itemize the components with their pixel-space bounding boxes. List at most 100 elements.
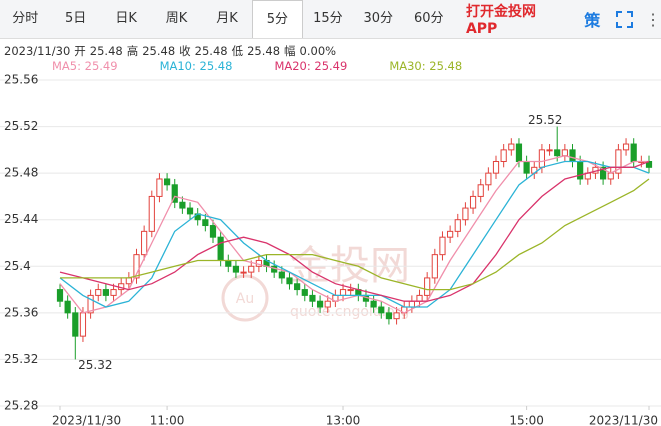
candle-body	[133, 254, 140, 279]
x-tick-label: 2023/11/30	[52, 414, 121, 426]
candle-body	[125, 277, 132, 285]
x-tick-label: 11:00	[150, 414, 185, 426]
candle-body	[622, 143, 630, 151]
info-date: 2023/11/30	[4, 44, 71, 58]
watermark-logo-ring	[221, 274, 269, 322]
watermark-logo: Au	[236, 291, 254, 307]
info-value: 25.48	[194, 44, 228, 58]
x-tick-label: 2023/11/30	[589, 414, 658, 426]
candle-body	[424, 277, 431, 296]
candle-body	[56, 289, 64, 302]
annotation: 25.52	[528, 113, 562, 127]
info-value: 25.48	[89, 44, 123, 58]
candle-body	[217, 236, 224, 261]
ma-line	[59, 155, 649, 314]
candle-body	[600, 166, 607, 180]
y-tick-label: 25.52	[4, 119, 38, 133]
candle-body	[515, 143, 523, 163]
legend-entry: MA30: 25.48	[389, 59, 463, 73]
expand-icon[interactable]	[616, 10, 634, 28]
candle-body	[630, 143, 637, 163]
x-tick-label: 13:00	[326, 414, 361, 426]
candle-body	[492, 161, 500, 174]
candle-body	[500, 149, 507, 163]
candle-body	[523, 161, 530, 174]
info-row: 2023/11/30 开 25.48 高 25.48 收 25.48 低 25.48 幅 0.00%	[4, 43, 340, 59]
y-tick-label: 25.48	[4, 166, 38, 180]
candle-body	[148, 195, 155, 232]
candle-body	[202, 219, 209, 227]
candle-body	[508, 143, 515, 151]
info-label: 收	[179, 44, 191, 58]
candle-body	[141, 230, 148, 256]
candle-body	[546, 149, 553, 152]
candle-body	[248, 265, 255, 273]
candle-body	[240, 271, 247, 274]
candle-body	[538, 149, 546, 168]
candle-body	[577, 161, 584, 180]
ma-line	[60, 178, 650, 291]
candle-body	[225, 259, 232, 267]
strategy-icon[interactable]: 策	[584, 11, 601, 30]
candle-body	[179, 201, 186, 209]
candle-body	[561, 149, 568, 157]
candle-body	[79, 312, 87, 337]
info-label: 低	[231, 44, 244, 58]
tab[interactable]: 15分	[313, 11, 343, 26]
candle-body	[309, 294, 316, 302]
candle-body	[110, 289, 117, 296]
candle-body	[95, 289, 102, 296]
candle-body	[385, 312, 393, 320]
candle-body	[294, 283, 301, 291]
candle-body	[278, 271, 285, 279]
candle-body	[316, 300, 324, 308]
tab[interactable]: 月K	[216, 11, 238, 26]
candle-body	[324, 300, 331, 308]
x-tick-label: 15:00	[509, 414, 544, 426]
info-value: 0.00%	[299, 44, 337, 58]
tab[interactable]: 5日	[65, 11, 87, 26]
legend-entry: MA5: 25.49	[52, 59, 118, 73]
tab[interactable]: 分时	[12, 11, 39, 26]
tab[interactable]: 60分	[413, 11, 444, 26]
legend-entry: MA10: 25.48	[159, 59, 233, 73]
candle-body	[72, 312, 79, 337]
candle-body	[485, 172, 492, 186]
candle-body	[370, 300, 377, 308]
candle-body	[171, 184, 178, 203]
candle-body	[439, 236, 446, 256]
candle-body	[554, 149, 561, 157]
tab[interactable]: 30分	[363, 11, 394, 26]
ma-line	[59, 160, 650, 308]
candle-body	[408, 300, 415, 308]
info-label: 高	[126, 44, 139, 58]
candle-body	[462, 207, 469, 221]
tab[interactable]: 周K	[165, 11, 188, 26]
candle-body	[163, 178, 171, 186]
candle-body	[569, 149, 576, 163]
tab[interactable]: 5分	[252, 0, 303, 38]
candle-body	[186, 207, 194, 215]
candle-body	[447, 230, 454, 238]
y-tick-label: 25.36	[4, 305, 38, 319]
menu-icon[interactable]: ⋮	[645, 9, 661, 29]
ma-line	[59, 160, 650, 302]
tab[interactable]: 日K	[115, 11, 137, 26]
candle-body	[615, 149, 622, 174]
candle-body	[209, 225, 217, 238]
info-value: 25.48	[142, 44, 176, 58]
candle-body	[469, 195, 477, 209]
candle-body	[339, 289, 347, 296]
candle-body	[347, 289, 354, 292]
app-link[interactable]: 打开金投网APP	[465, 4, 536, 37]
tab-bar: 分时 5日 日K 周K 月K 5分 15分 30分 60分 打开金投网APP 策 ⋮	[0, 0, 661, 39]
candle-body	[378, 306, 385, 314]
legend: MA5: 25.49 MA10: 25.48 MA20: 25.49 MA30: 25…	[52, 59, 504, 73]
candle-body	[102, 289, 109, 296]
y-tick-label: 25.32	[4, 352, 38, 366]
candle-body	[64, 300, 71, 314]
info-label: 开	[74, 44, 86, 58]
candle-body	[454, 219, 461, 232]
